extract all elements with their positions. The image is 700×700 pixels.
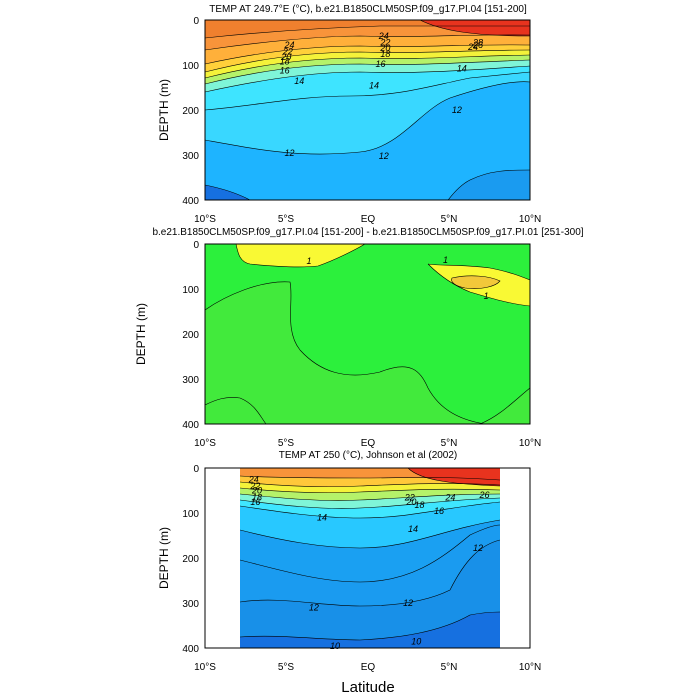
panel-1: TEMP AT 249.7°E (°C), b.e21.B1850CLM50SP…: [157, 4, 541, 225]
contour-label: 16: [434, 506, 444, 516]
contour-label: 16: [375, 59, 385, 69]
p2-ytick-200: 200: [182, 330, 199, 341]
contour-label: 22: [249, 481, 260, 491]
p2-ytick-100: 100: [182, 285, 199, 296]
p1-ytick-400: 400: [182, 196, 199, 207]
contour-label: 18: [380, 49, 390, 59]
contour-label: 16: [250, 497, 260, 507]
contour-label: 12: [473, 543, 483, 553]
p1-xtick-10s: 10°S: [194, 214, 216, 225]
panel-1-y-axis: 0 100 200 300 400 DEPTH (m): [157, 16, 199, 207]
panel-3-ylabel: DEPTH (m): [157, 527, 171, 589]
contour-label: 10: [330, 641, 340, 651]
panel-3-y-axis: 0 100 200 300 400 DEPTH (m): [157, 464, 199, 655]
p3-ytick-0: 0: [193, 464, 199, 475]
contour-label: 14: [317, 513, 327, 523]
p1-ytick-300: 300: [182, 151, 199, 162]
p1-xtick-eq: EQ: [361, 214, 376, 225]
p2-ytick-0: 0: [193, 240, 199, 251]
p3-xtick-5n: 5°N: [441, 662, 458, 673]
panel-1-frame: [204, 19, 531, 201]
contour-label: 1: [306, 256, 311, 266]
p3-xtick-5s: 5°S: [278, 662, 295, 673]
panel-1-title: TEMP AT 249.7°E (°C), b.e21.B1850CLM50SP…: [209, 4, 527, 15]
contour-label: 1: [484, 291, 489, 301]
contour-label: 22: [282, 47, 293, 57]
contour-label: 1: [443, 255, 448, 265]
panel-3-x-axis: 10°S 5°S EQ 5°N 10°N Latitude: [194, 662, 541, 696]
p1-ytick-100: 100: [182, 61, 199, 72]
contour-label: 20: [280, 52, 291, 62]
contour-label: 22: [404, 492, 415, 502]
panel-2-title: b.e21.B1850CLM50SP.f09_g17.PI.04 [151-20…: [152, 227, 583, 238]
contour-label: 20: [405, 497, 416, 507]
panel-2-x-axis: 10°S 5°S EQ 5°N 10°N: [194, 438, 541, 449]
contour-label: 18: [280, 56, 290, 66]
contour-label: 20: [379, 43, 390, 53]
contour-label: 24: [283, 40, 294, 50]
panel-3-frame: [204, 467, 531, 649]
contour-label: 12: [379, 151, 389, 161]
p3-xtick-10n: 10°N: [519, 662, 541, 673]
p3-xtick-eq: EQ: [361, 662, 376, 673]
p1-xtick-5n: 5°N: [441, 214, 458, 225]
contour-label: 24: [248, 474, 259, 484]
contour-label: 14: [369, 80, 379, 90]
panel-2: b.e21.B1850CLM50SP.f09_g17.PI.04 [151-20…: [134, 227, 584, 449]
contour-label: 12: [309, 603, 319, 613]
p1-ytick-200: 200: [182, 106, 199, 117]
contour-label: 12: [284, 148, 294, 158]
contour-label: 24: [444, 492, 455, 502]
contour-label: 20: [251, 486, 262, 496]
p2-xtick-5s: 5°S: [278, 438, 295, 449]
panel-2-ylabel: DEPTH (m): [134, 303, 148, 365]
p2-ytick-400: 400: [182, 420, 199, 431]
p3-ytick-200: 200: [182, 554, 199, 565]
p2-xtick-eq: EQ: [361, 438, 376, 449]
contour-label: 10: [411, 636, 421, 646]
contour-label: 24: [378, 31, 389, 41]
p3-ytick-400: 400: [182, 644, 199, 655]
panel-2-frame: [204, 243, 531, 425]
p2-xtick-10s: 10°S: [194, 438, 216, 449]
p1-xtick-5s: 5°S: [278, 214, 295, 225]
contour-label: 26: [472, 40, 483, 50]
x-axis-label: Latitude: [341, 679, 394, 696]
contour-label: 12: [403, 598, 413, 608]
contour-label: 14: [408, 524, 418, 534]
p2-xtick-10n: 10°N: [519, 438, 541, 449]
contour-label: 24: [467, 42, 478, 52]
panel-1-ylabel: DEPTH (m): [157, 79, 171, 141]
contour-label: 14: [294, 76, 304, 86]
panel-3-contours: [240, 468, 500, 648]
panel-3: TEMP AT 250 (°C), Johnson et al (2002): [157, 450, 541, 696]
p3-ytick-300: 300: [182, 599, 199, 610]
contour-label: 12: [452, 105, 462, 115]
panel-2-contour-labels: 1 1 1: [306, 255, 488, 301]
p1-ytick-0: 0: [193, 16, 199, 27]
contour-label: 26: [478, 490, 489, 500]
contour-label: 14: [457, 64, 467, 74]
panel-2-contours: [205, 244, 530, 424]
p2-xtick-5n: 5°N: [441, 438, 458, 449]
contour-label: 16: [280, 65, 290, 75]
p3-xtick-10s: 10°S: [194, 662, 216, 673]
contour-label: 18: [252, 492, 262, 502]
contour-label: 22: [379, 38, 390, 48]
p3-ytick-100: 100: [182, 509, 199, 520]
panel-1-x-axis: 10°S 5°S EQ 5°N 10°N: [194, 214, 541, 225]
contour-label: 18: [414, 500, 424, 510]
panel-1-contours: [205, 20, 530, 200]
panel-2-y-axis: 0 100 200 300 400 DEPTH (m): [134, 240, 199, 431]
panel-3-title: TEMP AT 250 (°C), Johnson et al (2002): [279, 450, 458, 461]
contour-label: 28: [472, 38, 483, 48]
p2-ytick-300: 300: [182, 375, 199, 386]
p1-xtick-10n: 10°N: [519, 214, 541, 225]
